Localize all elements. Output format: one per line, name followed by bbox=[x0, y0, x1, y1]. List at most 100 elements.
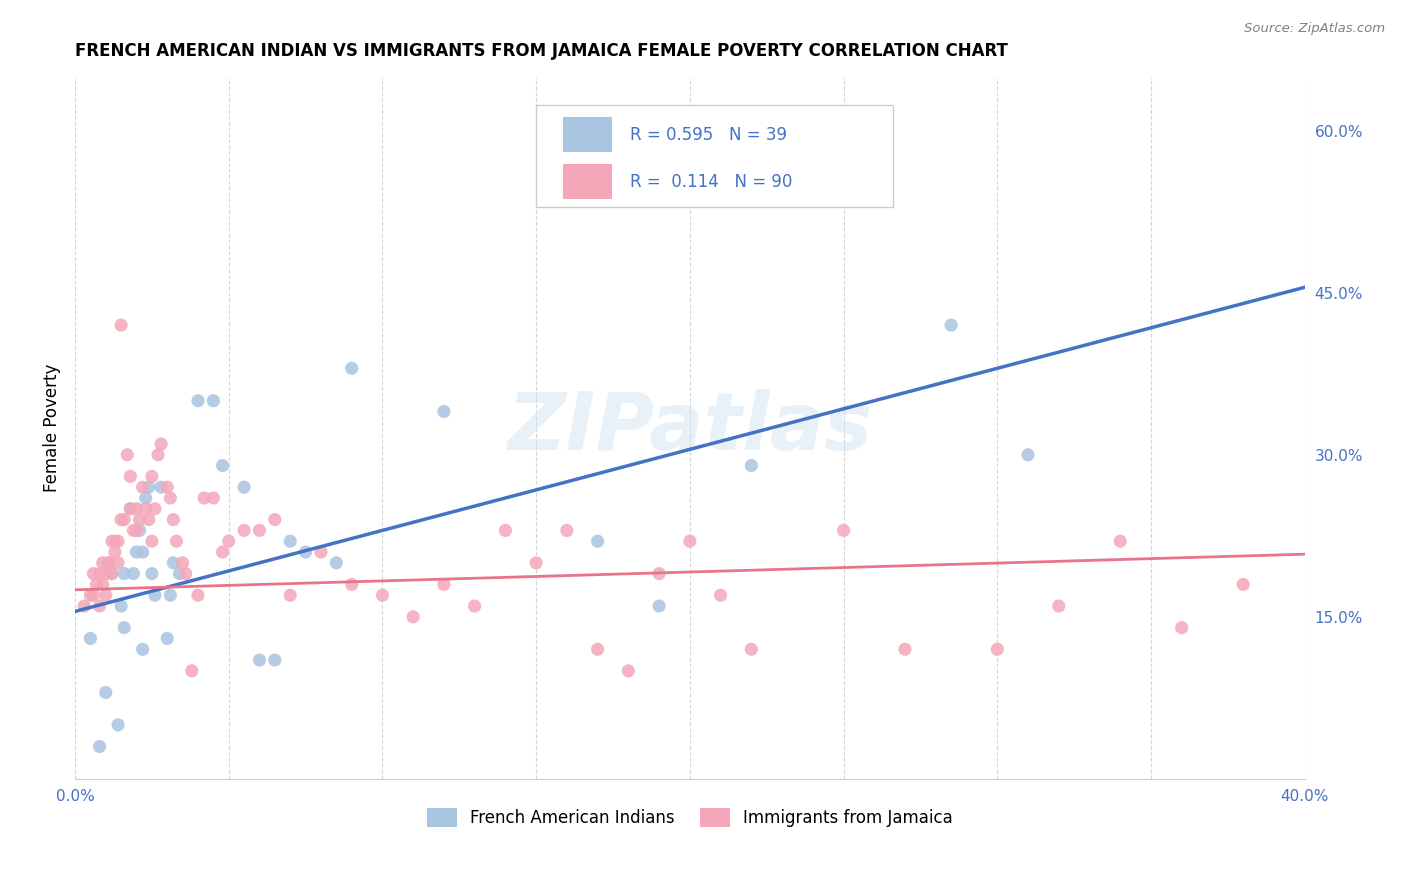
Point bbox=[211, 545, 233, 559]
Point bbox=[79, 588, 101, 602]
Point bbox=[159, 491, 181, 505]
Point bbox=[91, 577, 114, 591]
Point bbox=[110, 599, 132, 613]
Point bbox=[1170, 621, 1192, 635]
Point bbox=[131, 642, 153, 657]
Point bbox=[125, 501, 148, 516]
Text: FRENCH AMERICAN INDIAN VS IMMIGRANTS FROM JAMAICA FEMALE POVERTY CORRELATION CHA: FRENCH AMERICAN INDIAN VS IMMIGRANTS FRO… bbox=[75, 42, 1008, 60]
Point bbox=[141, 469, 163, 483]
Point bbox=[110, 318, 132, 332]
Point bbox=[125, 524, 148, 538]
Point bbox=[294, 545, 316, 559]
Point bbox=[1017, 448, 1039, 462]
Point bbox=[97, 556, 120, 570]
Point bbox=[131, 480, 153, 494]
Point bbox=[112, 621, 135, 635]
Point bbox=[648, 599, 671, 613]
Point bbox=[112, 513, 135, 527]
Point bbox=[120, 501, 142, 516]
Point bbox=[832, 524, 855, 538]
Point bbox=[172, 556, 194, 570]
Point bbox=[79, 632, 101, 646]
Point bbox=[586, 534, 609, 549]
FancyBboxPatch shape bbox=[564, 164, 613, 199]
Point bbox=[89, 599, 111, 613]
Text: R =  0.114   N = 90: R = 0.114 N = 90 bbox=[630, 173, 792, 192]
Point bbox=[89, 566, 111, 581]
Text: R = 0.595   N = 39: R = 0.595 N = 39 bbox=[630, 126, 786, 144]
Point bbox=[278, 588, 301, 602]
Point bbox=[249, 524, 271, 538]
Point bbox=[617, 664, 640, 678]
Point bbox=[162, 513, 184, 527]
Point bbox=[138, 513, 160, 527]
Point bbox=[150, 480, 173, 494]
Point bbox=[146, 448, 169, 462]
Point bbox=[180, 664, 202, 678]
Point bbox=[340, 361, 363, 376]
Point bbox=[82, 566, 104, 581]
Point bbox=[249, 653, 271, 667]
Point bbox=[1232, 577, 1254, 591]
Point bbox=[128, 524, 150, 538]
Point bbox=[218, 534, 240, 549]
Point bbox=[120, 469, 142, 483]
Point bbox=[263, 513, 285, 527]
Point bbox=[101, 566, 124, 581]
Point bbox=[107, 534, 129, 549]
Point bbox=[494, 524, 516, 538]
Point bbox=[131, 545, 153, 559]
Point bbox=[187, 588, 209, 602]
Point bbox=[104, 534, 127, 549]
Point bbox=[110, 513, 132, 527]
Point bbox=[135, 501, 157, 516]
Point bbox=[141, 534, 163, 549]
Point bbox=[138, 480, 160, 494]
Point bbox=[371, 588, 394, 602]
FancyBboxPatch shape bbox=[564, 117, 613, 152]
Point bbox=[169, 566, 191, 581]
Point bbox=[150, 437, 173, 451]
Point bbox=[233, 480, 256, 494]
Point bbox=[122, 524, 145, 538]
Point bbox=[325, 556, 347, 570]
Point bbox=[340, 577, 363, 591]
Point bbox=[94, 566, 117, 581]
Point bbox=[986, 642, 1008, 657]
Point bbox=[309, 545, 332, 559]
FancyBboxPatch shape bbox=[536, 104, 893, 207]
Point bbox=[101, 534, 124, 549]
Point bbox=[555, 524, 578, 538]
Point bbox=[278, 534, 301, 549]
Y-axis label: Female Poverty: Female Poverty bbox=[44, 364, 60, 492]
Point bbox=[86, 577, 108, 591]
Point bbox=[263, 653, 285, 667]
Point bbox=[174, 566, 197, 581]
Point bbox=[1109, 534, 1132, 549]
Point bbox=[894, 642, 917, 657]
Point bbox=[82, 588, 104, 602]
Point bbox=[97, 556, 120, 570]
Point bbox=[156, 480, 179, 494]
Point bbox=[143, 501, 166, 516]
Point bbox=[740, 458, 762, 473]
Point bbox=[166, 534, 188, 549]
Point bbox=[211, 458, 233, 473]
Point bbox=[122, 566, 145, 581]
Point bbox=[94, 685, 117, 699]
Point bbox=[91, 556, 114, 570]
Point bbox=[648, 566, 671, 581]
Point bbox=[679, 534, 702, 549]
Point bbox=[233, 524, 256, 538]
Point bbox=[156, 632, 179, 646]
Point bbox=[107, 556, 129, 570]
Point bbox=[433, 577, 456, 591]
Point bbox=[464, 599, 486, 613]
Point bbox=[135, 491, 157, 505]
Point bbox=[128, 513, 150, 527]
Point bbox=[104, 545, 127, 559]
Point bbox=[125, 545, 148, 559]
Point bbox=[89, 739, 111, 754]
Point bbox=[141, 566, 163, 581]
Point bbox=[1047, 599, 1070, 613]
